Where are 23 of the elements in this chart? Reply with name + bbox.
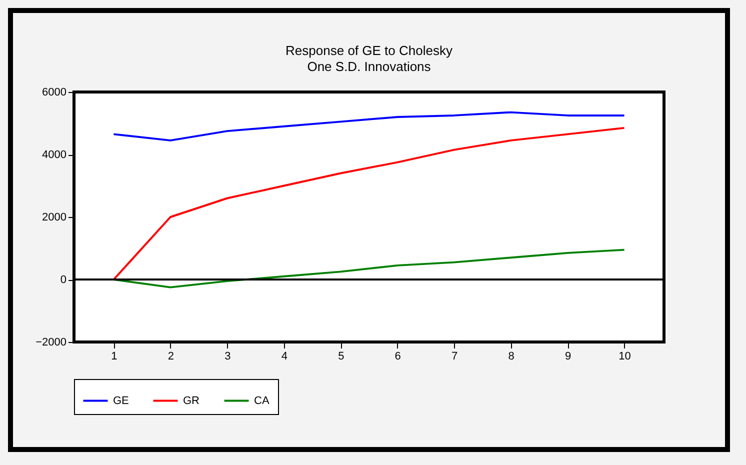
- x-tick-label: 5: [338, 350, 344, 362]
- line-series: [112, 111, 626, 142]
- x-tick-label: 3: [224, 350, 231, 362]
- legend-label: GE: [113, 394, 129, 407]
- legend-label: CA: [254, 394, 270, 407]
- x-tick-label: 8: [508, 350, 514, 362]
- y-tick-label: 2000: [42, 212, 66, 224]
- chart-subtitle: One S.D. Innovations: [307, 59, 432, 74]
- y-tick-label: 4000: [42, 149, 66, 161]
- x-tick-label: 2: [168, 350, 174, 362]
- legend-label: GR: [183, 394, 200, 407]
- y-tick-label: 6000: [42, 86, 66, 98]
- x-tick-label: 6: [394, 350, 401, 362]
- chart-title: Response of GE to Cholesky: [286, 43, 453, 58]
- y-tick-label: −2000: [36, 336, 66, 348]
- y-tick-label: 0: [60, 274, 66, 286]
- x-tick-label: 9: [564, 350, 572, 362]
- x-tick-label: 4: [281, 350, 288, 362]
- x-tick-label: 10: [618, 350, 631, 362]
- x-tick-label: 1: [111, 350, 118, 362]
- line-series: [112, 248, 626, 288]
- line-series: [112, 126, 626, 280]
- x-tick-label: 7: [452, 350, 458, 362]
